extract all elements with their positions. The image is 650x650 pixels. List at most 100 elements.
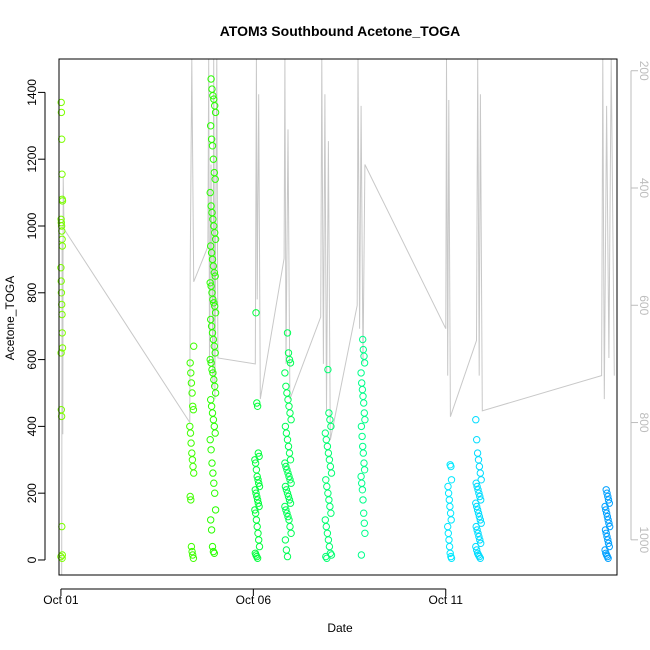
y-tick-label: 1000 xyxy=(25,212,39,239)
data-point xyxy=(602,486,610,494)
data-point xyxy=(604,539,613,547)
data-point xyxy=(252,489,260,497)
data-point xyxy=(360,409,368,417)
data-point xyxy=(603,532,611,541)
data-point xyxy=(283,329,292,337)
y-tick-label: 800 xyxy=(25,282,39,302)
data-point xyxy=(57,219,65,227)
chart-title: ATOM3 Southbound Acetone_TOGA xyxy=(220,23,461,39)
data-point xyxy=(189,402,197,410)
data-point xyxy=(281,369,289,377)
data-point xyxy=(604,536,612,544)
data-point xyxy=(210,299,218,307)
data-point xyxy=(473,546,481,554)
data-point xyxy=(57,349,65,357)
data-point xyxy=(476,516,484,524)
data-point xyxy=(602,529,610,537)
data-point xyxy=(286,499,295,507)
data-point xyxy=(209,155,218,163)
data-point xyxy=(211,272,219,280)
data-point xyxy=(475,532,483,541)
secondary-tick-label: 1000 xyxy=(637,526,650,553)
data-point xyxy=(284,492,293,501)
data-point xyxy=(206,355,214,364)
data-point xyxy=(285,472,293,481)
data-point xyxy=(188,389,196,397)
data-point xyxy=(207,396,215,404)
data-point xyxy=(189,554,198,562)
secondary-tick-label: 200 xyxy=(637,61,650,81)
data-point xyxy=(57,406,65,414)
data-point xyxy=(253,399,261,407)
data-point xyxy=(473,449,482,457)
data-point xyxy=(187,379,196,387)
data-point xyxy=(283,489,292,497)
data-point xyxy=(57,98,65,107)
data-point xyxy=(284,349,293,357)
data-point xyxy=(472,416,480,424)
data-point xyxy=(360,519,368,527)
data-point xyxy=(282,382,290,390)
x-tick-label: Oct 06 xyxy=(236,593,272,607)
y-tick-label: 400 xyxy=(25,416,39,436)
data-point xyxy=(57,215,65,224)
data-point xyxy=(327,551,336,559)
data-point xyxy=(446,461,454,469)
data-point xyxy=(321,429,329,437)
data-point xyxy=(211,489,219,497)
data-point xyxy=(186,359,194,367)
data-point xyxy=(473,482,481,491)
data-point xyxy=(253,492,261,501)
data-point xyxy=(57,108,66,117)
data-point xyxy=(255,452,263,461)
data-point xyxy=(357,551,366,559)
data-point xyxy=(282,486,291,494)
data-point xyxy=(281,502,289,511)
data-point xyxy=(57,552,65,561)
data-point xyxy=(281,422,290,431)
data-point xyxy=(474,529,482,537)
data-point xyxy=(207,359,215,367)
data-point xyxy=(447,552,455,561)
data-point xyxy=(357,472,365,481)
data-point xyxy=(251,549,260,557)
y-tick-label: 1200 xyxy=(25,146,39,173)
data-point xyxy=(281,482,290,491)
data-point xyxy=(254,476,262,484)
data-point xyxy=(57,289,66,297)
y-tick-label: 200 xyxy=(25,483,39,503)
data-point xyxy=(476,536,484,544)
data-point xyxy=(472,499,480,507)
axes-layer: 0 200 400 600 800 1000 1200 1400 Oct 01 Oct 06 Oct… xyxy=(25,61,650,607)
data-point xyxy=(283,509,291,517)
data-point xyxy=(324,365,332,374)
data-point xyxy=(602,506,610,514)
data-point xyxy=(604,496,613,504)
y-tick-label: 600 xyxy=(25,349,39,369)
data-point xyxy=(255,482,264,491)
data-point xyxy=(473,502,481,511)
data-point xyxy=(474,486,482,494)
y-tick-label: 1400 xyxy=(25,79,39,106)
data-point xyxy=(210,168,219,177)
data-point xyxy=(253,402,262,410)
data-point xyxy=(447,476,456,484)
data-point xyxy=(475,489,483,497)
data-point xyxy=(210,95,218,103)
data-point xyxy=(209,369,217,377)
data-point xyxy=(285,496,294,504)
data-point xyxy=(188,449,196,457)
data-point xyxy=(603,512,612,521)
data-point xyxy=(285,516,293,524)
data-point xyxy=(187,369,195,377)
data-point xyxy=(284,512,292,521)
data-point xyxy=(472,542,480,551)
data-point xyxy=(473,526,481,534)
data-point xyxy=(206,279,214,287)
data-point xyxy=(211,302,219,310)
data-point xyxy=(189,551,197,559)
x-tick-label: Oct 11 xyxy=(429,593,464,607)
data-point xyxy=(602,549,610,557)
altitude-line-layer xyxy=(61,59,615,575)
data-point xyxy=(359,442,367,451)
